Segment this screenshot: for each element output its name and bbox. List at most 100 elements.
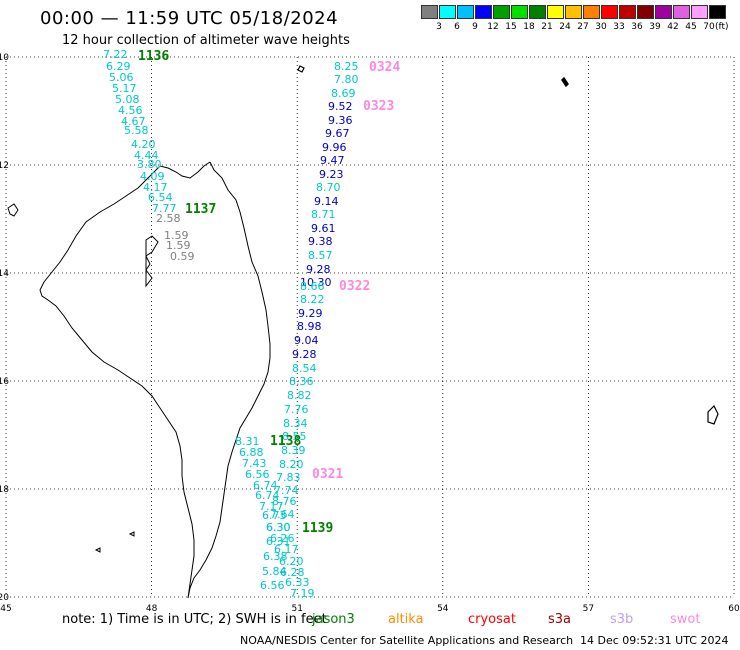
- color-scale-label: 27: [577, 22, 589, 32]
- pass-time-label: 1137: [185, 202, 216, 217]
- latitude-tick-label: -10: [0, 53, 9, 63]
- wave-height-reading: 6.88: [239, 446, 264, 459]
- color-scale-label: 45: [685, 22, 697, 32]
- latitude-tick-label: -20: [0, 593, 9, 603]
- legend-satellite-s3a: s3a: [548, 612, 572, 627]
- color-scale-swatch: [475, 5, 492, 19]
- wave-height-reading: 5.84: [262, 565, 287, 578]
- color-scale-label: 21: [541, 22, 553, 32]
- color-scale-label: 42: [667, 22, 679, 32]
- wave-height-reading: 6.73: [262, 509, 287, 522]
- legend-satellite-cryosat: cryosat: [468, 612, 516, 627]
- wave-height-reading: 7.19: [290, 587, 315, 600]
- wave-height-reading: 7.22: [103, 48, 128, 61]
- wave-height-reading: 6.38: [263, 550, 288, 563]
- wave-height-reading: 4.09: [140, 170, 165, 183]
- wave-height-reading: 7.64: [270, 508, 295, 521]
- coast-detail-southwest: [94, 531, 135, 553]
- wave-height-reading: 8.54: [292, 362, 317, 375]
- pass-time-label: 1136: [138, 49, 169, 64]
- wave-height-reading: 1.59: [164, 229, 189, 242]
- legend-satellite-jason3: jason3: [312, 612, 355, 627]
- wave-height-reading: 8.22: [300, 293, 325, 306]
- wave-height-reading: 5.17: [112, 82, 137, 95]
- pass-time-label: 0324: [369, 60, 400, 75]
- longitude-tick-label: 48: [146, 604, 158, 614]
- observation-labels: 7.226.295.065.175.084.564.675.584.204.44…: [103, 48, 359, 600]
- wave-height-reading: 8.31: [235, 435, 260, 448]
- legend-satellite-altika: altika: [388, 612, 424, 627]
- wave-height-reading: 4.67: [121, 115, 146, 128]
- wave-height-reading: 6.26: [270, 532, 295, 545]
- wave-height-reading: 9.38: [308, 235, 333, 248]
- longitude-tick-label: 54: [437, 604, 449, 614]
- wave-height-reading: 9.47: [320, 154, 345, 167]
- color-scale-label: 18: [523, 22, 535, 32]
- wave-height-reading: 9.52: [328, 100, 353, 113]
- color-scale-label: 15: [505, 22, 517, 32]
- units-note: note: 1) Time is in UTC; 2) SWH is in fe…: [62, 612, 327, 627]
- color-scale-swatch: [655, 5, 672, 19]
- color-scale-swatch: [691, 5, 708, 19]
- longitude-tick-label: 57: [583, 604, 594, 614]
- color-scale-swatch: [619, 5, 636, 19]
- wave-height-reading: 6.56: [260, 579, 285, 592]
- latitude-tick-label: -14: [0, 269, 9, 279]
- pass-time-labels: 1136 1137 1138 1139 0321 0322 0323 0324: [138, 49, 400, 536]
- wave-height-reading: 9.14: [314, 195, 339, 208]
- color-scale-swatch: [601, 5, 618, 19]
- wave-height-reading: 8.76: [272, 495, 297, 508]
- lat-lon-grid: [5, 56, 735, 598]
- color-scale-label: 33: [613, 22, 625, 32]
- wave-height-reading: 7.76: [284, 403, 309, 416]
- longitude-tick-label: 45: [0, 604, 11, 614]
- wave-height-reading: 10.30: [300, 276, 332, 289]
- wave-height-reading: 4.44: [134, 149, 159, 162]
- wave-height-reading: 6.31: [266, 535, 291, 548]
- color-scale-swatch: [511, 5, 528, 19]
- wave-height-reading: 8.82: [287, 389, 312, 402]
- color-scale-label: 70: [703, 22, 715, 32]
- wave-height-reading: 7.17: [259, 500, 284, 513]
- wave-height-reading: 6.74: [253, 479, 278, 492]
- pass-time-label: 0321: [312, 467, 343, 482]
- color-scale-swatch: [439, 5, 456, 19]
- wave-height-reading: 0.59: [170, 250, 195, 263]
- pass-time-label: 1138: [270, 434, 301, 449]
- wave-height-reading: 7.83: [276, 471, 301, 484]
- pass-time-label: 0323: [363, 99, 394, 114]
- wave-height-reading: 4.17: [143, 181, 168, 194]
- axis-tick-labels: 45 48 51 54 57 60 -10 -12 -14 -16 -18 -20: [0, 53, 740, 614]
- wave-height-reading: 8.57: [308, 249, 333, 262]
- wave-height-reading: 9.23: [319, 168, 344, 181]
- pass-time-label: 1139: [302, 521, 333, 536]
- color-scale-swatch: [493, 5, 510, 19]
- wave-height-reading: 6.28: [280, 566, 305, 579]
- wave-height-reading: 9.04: [294, 334, 319, 347]
- wave-height-reading: 4.56: [118, 104, 143, 117]
- wave-height-reading: 8.71: [311, 208, 336, 221]
- wave-height-reading: 3.80: [137, 158, 162, 171]
- wave-height-reading: 8.20: [279, 458, 304, 471]
- wave-height-reading: 9.28: [306, 263, 331, 276]
- wave-height-reading: 5.58: [124, 124, 149, 137]
- mauritius-island: [707, 404, 719, 425]
- color-scale-swatch: [421, 5, 438, 19]
- map-subtitle: 12 hour collection of altimeter wave hei…: [62, 33, 350, 48]
- wave-height-reading: 7.43: [242, 457, 267, 470]
- madagascar-coastline: [39, 161, 271, 599]
- pass-time-label: 0322: [339, 279, 370, 294]
- legend-satellite-s3b: s3b: [610, 612, 634, 627]
- wave-height-reading: 6.20: [279, 555, 304, 568]
- wave-height-reading: 8.70: [316, 181, 341, 194]
- wave-height-reading: 7.77: [152, 202, 177, 215]
- coast-detail-west-islet: [7, 203, 19, 217]
- color-scale-label: 9: [472, 22, 478, 32]
- wave-height-reading: 1.59: [166, 239, 191, 252]
- tromelin-islet: [561, 76, 569, 88]
- color-scale-swatch: [547, 5, 564, 19]
- wave-height-reading: 9.29: [298, 307, 323, 320]
- wave-height-reading: 9.67: [325, 127, 350, 140]
- comoros-islet: [297, 65, 305, 73]
